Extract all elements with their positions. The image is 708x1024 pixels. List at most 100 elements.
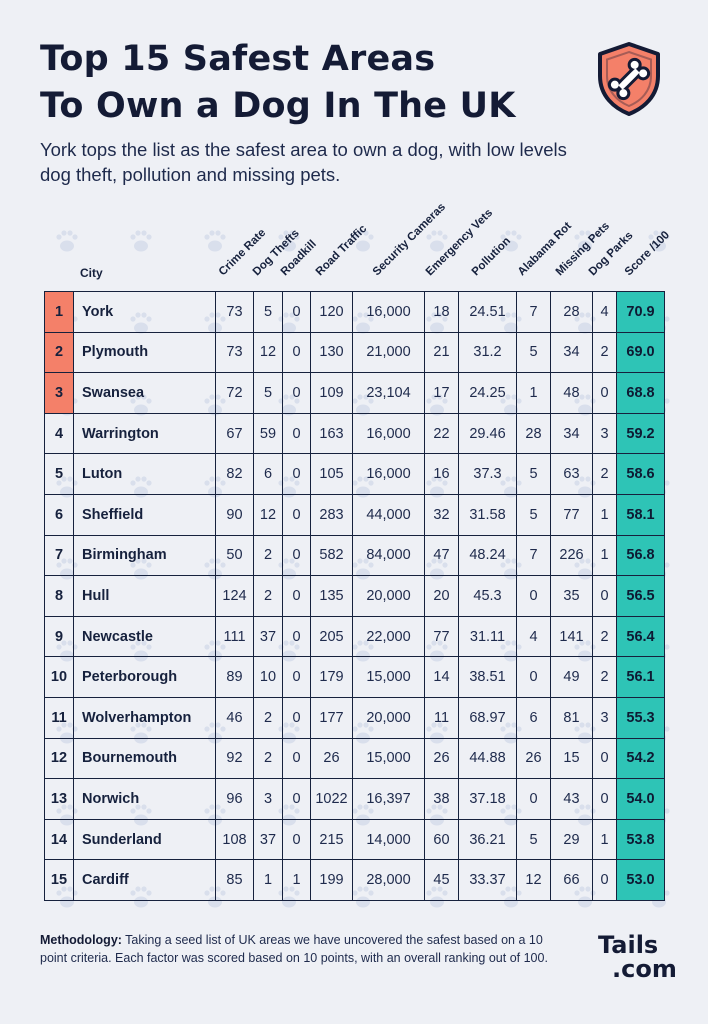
value-cell: 111: [215, 615, 254, 658]
value-cell: 92: [215, 737, 254, 780]
value-cell: 163: [310, 412, 353, 455]
table-row: 12 Bournemouth 92 2 0 26 15,000 26 44.88 26 15 0 54.…: [44, 737, 665, 780]
value-cell: 21,000: [352, 331, 425, 374]
value-cell: 0: [282, 534, 311, 577]
value-cell: 1: [592, 493, 617, 536]
table-row: 2 Plymouth 73 12 0 130 21,000 21 31.2 5 34 2 69.0: [44, 331, 665, 374]
value-cell: 24.51: [458, 291, 517, 333]
city-cell: Swansea: [73, 372, 216, 414]
value-cell: 12: [516, 859, 551, 901]
dog-bone-shield-icon: [598, 42, 660, 116]
value-cell: 2: [253, 534, 283, 577]
value-cell: 16,000: [352, 453, 425, 495]
value-cell: 6: [516, 696, 551, 739]
rank-cell: 5: [44, 453, 74, 495]
table-row: 14 Sunderland 108 37 0 215 14,000 60 36.21 5 29 1 53…: [44, 818, 665, 861]
value-cell: 36.21: [458, 818, 517, 861]
value-cell: 135: [310, 575, 353, 617]
value-cell: 37.18: [458, 778, 517, 820]
value-cell: 5: [516, 331, 551, 374]
value-cell: 43: [550, 778, 593, 820]
value-cell: 22,000: [352, 615, 425, 658]
score-cell: 58.1: [616, 493, 665, 536]
value-cell: 21: [424, 331, 459, 374]
rank-cell: 9: [44, 615, 74, 658]
value-cell: 17: [424, 372, 459, 414]
value-cell: 5: [253, 291, 283, 333]
value-cell: 28: [550, 291, 593, 333]
value-cell: 72: [215, 372, 254, 414]
city-cell: Plymouth: [73, 331, 216, 374]
value-cell: 44.88: [458, 737, 517, 780]
value-cell: 11: [424, 696, 459, 739]
score-cell: 68.8: [616, 372, 665, 414]
value-cell: 90: [215, 493, 254, 536]
value-cell: 0: [592, 737, 617, 780]
value-cell: 48.24: [458, 534, 517, 577]
value-cell: 34: [550, 412, 593, 455]
value-cell: 120: [310, 291, 353, 333]
value-cell: 45.3: [458, 575, 517, 617]
value-cell: 7: [516, 534, 551, 577]
value-cell: 2: [592, 656, 617, 698]
city-cell: Sunderland: [73, 818, 216, 861]
value-cell: 14,000: [352, 818, 425, 861]
value-cell: 0: [282, 818, 311, 861]
methodology-text: Taking a seed list of UK areas we have u…: [40, 933, 548, 965]
value-cell: 47: [424, 534, 459, 577]
city-cell: Cardiff: [73, 859, 216, 901]
value-cell: 35: [550, 575, 593, 617]
table-row: 15 Cardiff 85 1 1 199 28,000 45 33.37 12 66 0 53.0: [44, 859, 665, 901]
value-cell: 0: [282, 291, 311, 333]
title-line-2: To Own a Dog In The UK: [40, 86, 516, 126]
value-cell: 85: [215, 859, 254, 901]
value-cell: 12: [253, 331, 283, 374]
value-cell: 205: [310, 615, 353, 658]
value-cell: 124: [215, 575, 254, 617]
value-cell: 1: [253, 859, 283, 901]
value-cell: 46: [215, 696, 254, 739]
value-cell: 31.58: [458, 493, 517, 536]
value-cell: 0: [592, 778, 617, 820]
rank-cell: 10: [44, 656, 74, 698]
value-cell: 38.51: [458, 656, 517, 698]
score-cell: 58.6: [616, 453, 665, 495]
rank-cell: 15: [44, 859, 74, 901]
value-cell: 38: [424, 778, 459, 820]
value-cell: 108: [215, 818, 254, 861]
table-row: 5 Luton 82 6 0 105 16,000 16 37.3 5 63 2 58.6: [44, 453, 665, 495]
title-line-1: Top 15 Safest Areas: [40, 39, 436, 79]
value-cell: 29.46: [458, 412, 517, 455]
paw-print: [56, 230, 78, 252]
value-cell: 28,000: [352, 859, 425, 901]
score-cell: 53.8: [616, 818, 665, 861]
value-cell: 0: [282, 737, 311, 780]
value-cell: 45: [424, 859, 459, 901]
value-cell: 16,000: [352, 291, 425, 333]
value-cell: 48: [550, 372, 593, 414]
value-cell: 20,000: [352, 575, 425, 617]
value-cell: 1: [282, 859, 311, 901]
value-cell: 31.2: [458, 331, 517, 374]
city-cell: Warrington: [73, 412, 216, 455]
value-cell: 5: [516, 818, 551, 861]
value-cell: 59: [253, 412, 283, 455]
value-cell: 0: [282, 453, 311, 495]
value-cell: 73: [215, 291, 254, 333]
value-cell: 179: [310, 656, 353, 698]
value-cell: 5: [516, 493, 551, 536]
rank-cell: 14: [44, 818, 74, 861]
value-cell: 1: [592, 534, 617, 577]
value-cell: 28: [516, 412, 551, 455]
value-cell: 0: [282, 331, 311, 374]
city-cell: Wolverhampton: [73, 696, 216, 739]
value-cell: 3: [592, 696, 617, 739]
logo-line-1: Tails: [598, 931, 659, 959]
city-cell: Norwich: [73, 778, 216, 820]
table-row: 3 Swansea 72 5 0 109 23,104 17 24.25 1 48 0 68.8: [44, 372, 665, 414]
value-cell: 0: [282, 656, 311, 698]
value-cell: 215: [310, 818, 353, 861]
value-cell: 0: [282, 412, 311, 455]
value-cell: 16,397: [352, 778, 425, 820]
value-cell: 22: [424, 412, 459, 455]
